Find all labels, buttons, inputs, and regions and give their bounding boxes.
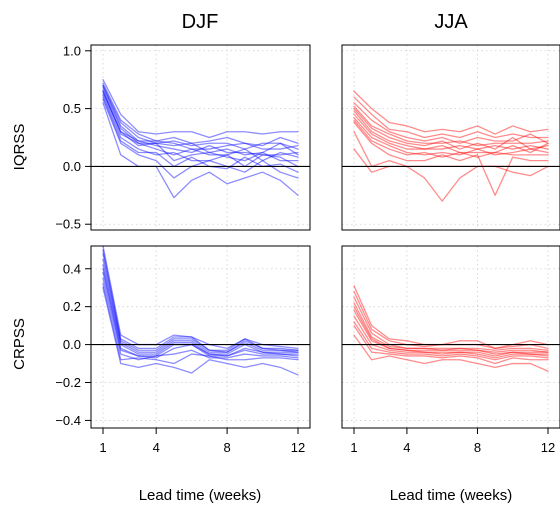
series-line-11 bbox=[102, 98, 299, 179]
x-tick-label: 1 bbox=[99, 440, 106, 455]
plot-frame bbox=[90, 44, 311, 231]
panel-iqrss-jja bbox=[341, 44, 560, 231]
series-line-2 bbox=[353, 96, 549, 139]
series-line-5 bbox=[353, 306, 549, 355]
series-line-8 bbox=[102, 277, 299, 361]
series-line-10 bbox=[102, 287, 299, 376]
series-line-8 bbox=[102, 91, 299, 162]
plot-frame bbox=[341, 44, 560, 231]
column-title-jja: JJA bbox=[434, 11, 468, 33]
y-tick-label: 1.0 bbox=[63, 43, 81, 58]
series-line-1 bbox=[102, 79, 299, 139]
series-line-8 bbox=[353, 117, 549, 156]
y-tick-label: 0.0 bbox=[63, 337, 81, 352]
series-line-8 bbox=[353, 321, 549, 361]
series-line-11 bbox=[353, 131, 549, 202]
x-tick-label: 4 bbox=[153, 440, 160, 455]
x-tick-label: 1 bbox=[350, 440, 357, 455]
series-line-6 bbox=[102, 89, 299, 156]
y-tick-label: −0.2 bbox=[55, 375, 81, 390]
series-line-10 bbox=[353, 121, 549, 196]
y-tick-label: −0.5 bbox=[55, 217, 81, 232]
panel-crpss-jja: 1 4 8 12 bbox=[341, 245, 560, 455]
series-line-9 bbox=[102, 94, 299, 168]
series-line-3 bbox=[353, 296, 549, 351]
y-tick-label: −0.4 bbox=[55, 413, 81, 428]
x-tick-label: 12 bbox=[541, 440, 555, 455]
plot-frame bbox=[341, 245, 560, 429]
y-tick-label: 0.0 bbox=[63, 159, 81, 174]
series-line-6 bbox=[353, 110, 549, 150]
series-line-6 bbox=[102, 268, 299, 357]
x-axis-label-jja: Lead time (weeks) bbox=[390, 487, 513, 504]
series-line-7 bbox=[102, 90, 299, 162]
panel-iqrss-djf: −0.5 0.0 0.5 1.0 bbox=[55, 43, 311, 232]
y-tick-label: 0.2 bbox=[63, 299, 81, 314]
series-line-10 bbox=[353, 334, 549, 372]
series-line-7 bbox=[102, 271, 299, 359]
series-line-7 bbox=[353, 315, 549, 359]
series-line-4 bbox=[353, 105, 549, 147]
x-tick-label: 12 bbox=[291, 440, 305, 455]
series-line-5 bbox=[102, 264, 299, 355]
series-line-12 bbox=[102, 102, 299, 199]
plot-frame bbox=[90, 245, 311, 429]
series-line-1 bbox=[353, 90, 549, 135]
panel-crpss-djf: 1 4 8 12 −0.4 −0.2 0.0 0.2 0.4 bbox=[55, 245, 311, 455]
series-line-9 bbox=[102, 283, 299, 365]
row-label-iqrss: IQRSS bbox=[11, 124, 28, 171]
series-line-3 bbox=[353, 102, 549, 144]
series-line-2 bbox=[102, 249, 299, 351]
x-tick-label: 4 bbox=[403, 440, 410, 455]
series-line-4 bbox=[102, 258, 299, 353]
series-line-7 bbox=[353, 113, 549, 154]
series-line-12 bbox=[353, 148, 549, 173]
series-line-1 bbox=[102, 245, 299, 350]
x-tick-label: 8 bbox=[223, 440, 230, 455]
series-line-9 bbox=[353, 119, 549, 158]
x-axis-label-djf: Lead time (weeks) bbox=[139, 487, 262, 504]
column-title-djf: DJF bbox=[182, 11, 219, 33]
series-line-5 bbox=[353, 107, 549, 150]
series-line-6 bbox=[353, 309, 549, 357]
series-line-2 bbox=[102, 82, 299, 147]
row-label-crpss: CRPSS bbox=[11, 318, 28, 370]
series-line-4 bbox=[102, 84, 299, 150]
series-line-3 bbox=[102, 84, 299, 150]
y-tick-label: 0.4 bbox=[63, 261, 81, 276]
series-line-5 bbox=[102, 87, 299, 156]
series-line-9 bbox=[353, 324, 549, 365]
y-tick-label: 0.5 bbox=[63, 101, 81, 116]
x-tick-label: 8 bbox=[474, 440, 481, 455]
series-line-1 bbox=[353, 285, 549, 350]
